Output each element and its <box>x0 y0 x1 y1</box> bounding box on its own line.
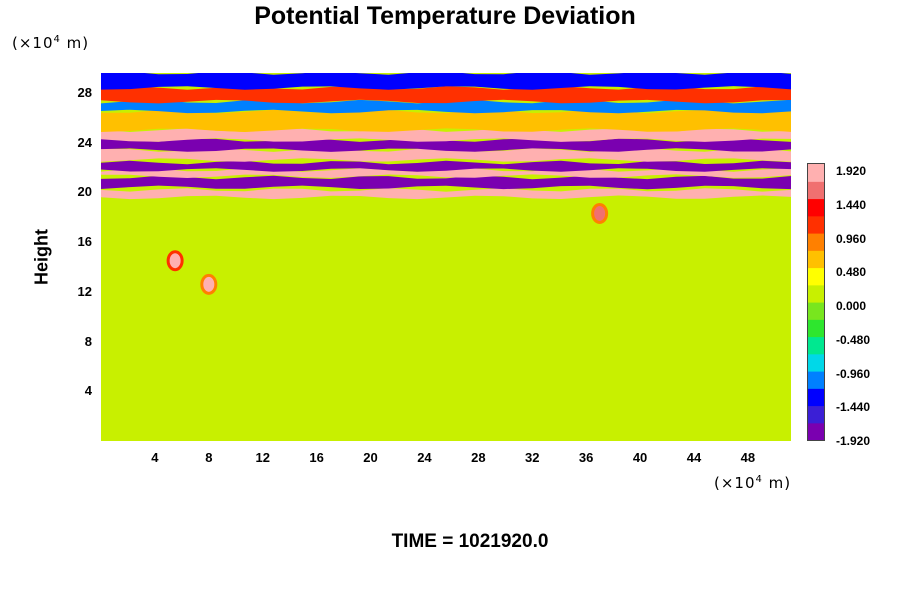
x-tick-label: 4 <box>151 450 159 465</box>
heatmap-blob <box>200 273 218 295</box>
x-tick-label: 48 <box>740 450 756 465</box>
x-unit-suffix: m) <box>762 474 792 492</box>
colorbar-tick-label: 0.960 <box>836 231 867 246</box>
y-unit-prefix: (×10 <box>12 34 54 52</box>
colorbar-segment <box>808 302 824 320</box>
y-tick-label: 28 <box>77 84 92 100</box>
y-tick-label: 4 <box>84 383 92 399</box>
x-tick-label: 36 <box>578 450 594 465</box>
heatmap-band <box>101 86 791 104</box>
colorbar-segment <box>808 284 824 303</box>
colorbar-segment <box>808 422 824 440</box>
colorbar-segment <box>808 371 824 389</box>
heatmap-band <box>101 175 791 190</box>
colorbar-tick-label: 1.440 <box>836 197 867 212</box>
heatmap-band <box>101 128 791 142</box>
colorbar-segment <box>808 181 824 200</box>
heatmap-band <box>101 73 791 90</box>
y-tick-label: 12 <box>77 283 92 299</box>
colorbar-segment <box>808 164 824 182</box>
y-tick-label: 16 <box>77 234 92 250</box>
x-unit-exponent: 4 <box>755 474 763 485</box>
heatmap-band <box>101 160 791 172</box>
colorbar-tick-label: -0.960 <box>836 366 871 381</box>
colorbar-segment <box>808 215 824 234</box>
x-tick-label: 40 <box>632 450 648 465</box>
x-axis-unit: (×104 m) <box>714 474 791 492</box>
heatmap-svg <box>101 73 791 441</box>
colorbar <box>807 163 825 441</box>
y-unit-suffix: m) <box>60 34 90 52</box>
colorbar-segment <box>808 336 824 355</box>
colorbar-tick-label: -1.440 <box>836 400 871 415</box>
colorbar-tick-label: 0.480 <box>836 265 867 280</box>
x-tick-label: 28 <box>471 450 486 465</box>
y-tick-label: 20 <box>77 184 92 200</box>
heatmap-blob <box>591 202 609 224</box>
colorbar-segment <box>808 267 824 286</box>
colorbar-segment <box>808 388 824 407</box>
heatmap-band <box>101 99 791 114</box>
colorbar-segment <box>808 405 824 424</box>
heatmap-blob <box>166 250 184 272</box>
x-tick-label: 24 <box>417 450 432 465</box>
heatmap-band <box>101 188 791 200</box>
x-tick-label: 16 <box>309 450 324 465</box>
colorbar-tick-label: 1.920 <box>836 164 867 178</box>
x-tick-label: 44 <box>686 450 702 465</box>
heatmap-band <box>101 109 791 132</box>
y-axis-unit: (×104 m) <box>12 34 89 52</box>
y-unit-exponent: 4 <box>53 34 61 45</box>
x-tick-label: 8 <box>205 450 213 465</box>
colorbar-segment <box>808 233 824 251</box>
colorbar-segment <box>808 319 824 338</box>
colorbar-svg <box>808 164 824 440</box>
chart-title: Potential Temperature Deviation <box>254 2 636 30</box>
time-label: TIME = 1021920.0 <box>391 531 549 552</box>
x-tick-label: 12 <box>255 450 270 465</box>
colorbar-tick-label: -1.920 <box>836 434 871 448</box>
colorbar-segment <box>808 198 824 217</box>
plot-area <box>101 73 791 441</box>
y-tick-label: 8 <box>84 333 92 349</box>
heatmap-band <box>101 138 791 152</box>
colorbar-tick-label: 0.000 <box>836 299 867 313</box>
colorbar-tick-label: -0.480 <box>836 332 871 347</box>
colorbar-segment <box>808 250 824 269</box>
x-unit-prefix: (×10 <box>714 474 756 492</box>
colorbar-segment <box>808 353 824 372</box>
y-axis-label: Height <box>31 229 52 285</box>
x-tick-label: 20 <box>363 450 378 465</box>
y-tick-label: 24 <box>77 134 92 150</box>
x-tick-label: 32 <box>525 450 540 465</box>
